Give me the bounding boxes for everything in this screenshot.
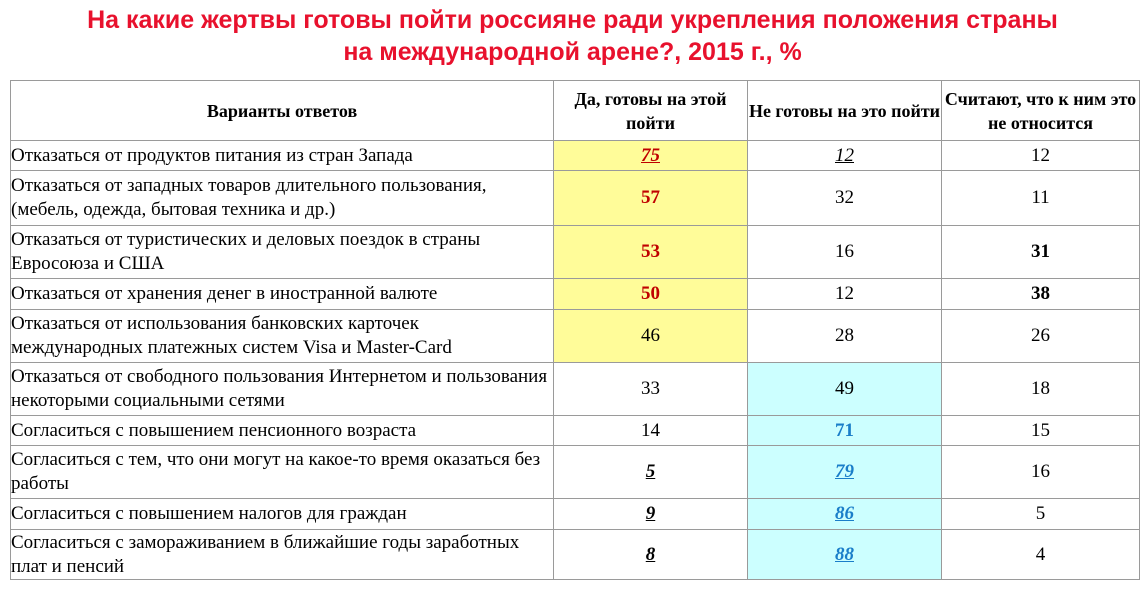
cell-yes: 8 (553, 529, 748, 580)
value-no: 12 (835, 144, 854, 166)
row-label: Отказаться от использования банковских к… (10, 309, 554, 363)
cell-no: 71 (747, 415, 942, 446)
value-no: 88 (835, 543, 854, 565)
table-row: Отказаться от продуктов питания из стран… (10, 140, 1140, 171)
table-row: Отказаться от туристических и деловых по… (10, 225, 1140, 279)
table-row: Отказаться от использования банковских к… (10, 309, 1140, 363)
cell-na: 4 (941, 529, 1140, 580)
cell-no: 79 (747, 445, 942, 499)
cell-yes: 46 (553, 309, 748, 363)
column-header-options: Варианты ответов (10, 80, 554, 141)
cell-na: 26 (941, 309, 1140, 363)
value-yes: 8 (645, 543, 656, 565)
cell-no: 28 (747, 309, 942, 363)
table-row: Отказаться от свободного пользования Инт… (10, 362, 1140, 416)
value-no: 71 (835, 419, 854, 441)
cell-na: 15 (941, 415, 1140, 446)
row-label: Согласиться с тем, что они могут на како… (10, 445, 554, 499)
row-label: Отказаться от продуктов питания из стран… (10, 140, 554, 171)
row-label: Согласиться с замораживанием в ближайшие… (10, 529, 554, 580)
cell-no: 88 (747, 529, 942, 580)
cell-no: 32 (747, 170, 942, 226)
cell-na: 12 (941, 140, 1140, 171)
row-label: Отказаться от туристических и деловых по… (10, 225, 554, 279)
table-row: Отказаться от хранения денег в иностранн… (10, 278, 1140, 310)
cell-yes: 33 (553, 362, 748, 416)
cell-yes: 5 (553, 445, 748, 499)
cell-na: 31 (941, 225, 1140, 279)
value-yes: 75 (641, 144, 660, 166)
cell-no: 49 (747, 362, 942, 416)
cell-yes: 50 (553, 278, 748, 310)
table-row: Согласиться с повышением налогов для гра… (10, 498, 1140, 530)
row-label: Согласиться с повышением налогов для гра… (10, 498, 554, 530)
survey-table: Варианты ответов Да, готовы на этой пойт… (10, 80, 1140, 580)
cell-no: 12 (747, 278, 942, 310)
cell-yes: 14 (553, 415, 748, 446)
chart-title: На какие жертвы готовы пойти россияне ра… (0, 4, 1145, 68)
cell-yes: 9 (553, 498, 748, 530)
cell-no: 86 (747, 498, 942, 530)
table-row: Отказаться от западных товаров длительно… (10, 170, 1140, 226)
column-header-no: Не готовы на это пойти (747, 80, 942, 141)
value-yes: 5 (645, 461, 656, 482)
cell-yes: 57 (553, 170, 748, 226)
chart-title-line-1: На какие жертвы готовы пойти россияне ра… (87, 6, 1058, 34)
table-row: Согласиться с повышением пенсионного воз… (10, 415, 1140, 446)
value-yes: 57 (641, 187, 660, 208)
row-label: Отказаться от свободного пользования Инт… (10, 362, 554, 416)
cell-na: 11 (941, 170, 1140, 226)
table-header-row: Варианты ответов Да, готовы на этой пойт… (10, 80, 1140, 141)
table-row: Согласиться с тем, что они могут на како… (10, 445, 1140, 499)
row-label: Согласиться с повышением пенсионного воз… (10, 415, 554, 446)
cell-yes: 53 (553, 225, 748, 279)
row-label: Отказаться от хранения денег в иностранн… (10, 278, 554, 310)
value-no: 86 (835, 503, 854, 524)
column-header-yes: Да, готовы на этой пойти (553, 80, 748, 141)
cell-na: 16 (941, 445, 1140, 499)
value-no: 79 (835, 461, 854, 482)
cell-no: 12 (747, 140, 942, 171)
row-label: Отказаться от западных товаров длительно… (10, 170, 554, 226)
table-row: Согласиться с замораживанием в ближайшие… (10, 529, 1140, 580)
column-header-not-applicable: Считают, что к ним это не относится (941, 80, 1140, 141)
chart-title-line-2: на международной арене?, 2015 г., % (343, 38, 802, 66)
cell-na: 5 (941, 498, 1140, 530)
cell-no: 16 (747, 225, 942, 279)
value-yes: 50 (641, 283, 660, 304)
value-yes: 53 (641, 241, 660, 262)
cell-na: 18 (941, 362, 1140, 416)
value-yes: 9 (645, 503, 656, 524)
cell-yes: 75 (553, 140, 748, 171)
cell-na: 38 (941, 278, 1140, 310)
